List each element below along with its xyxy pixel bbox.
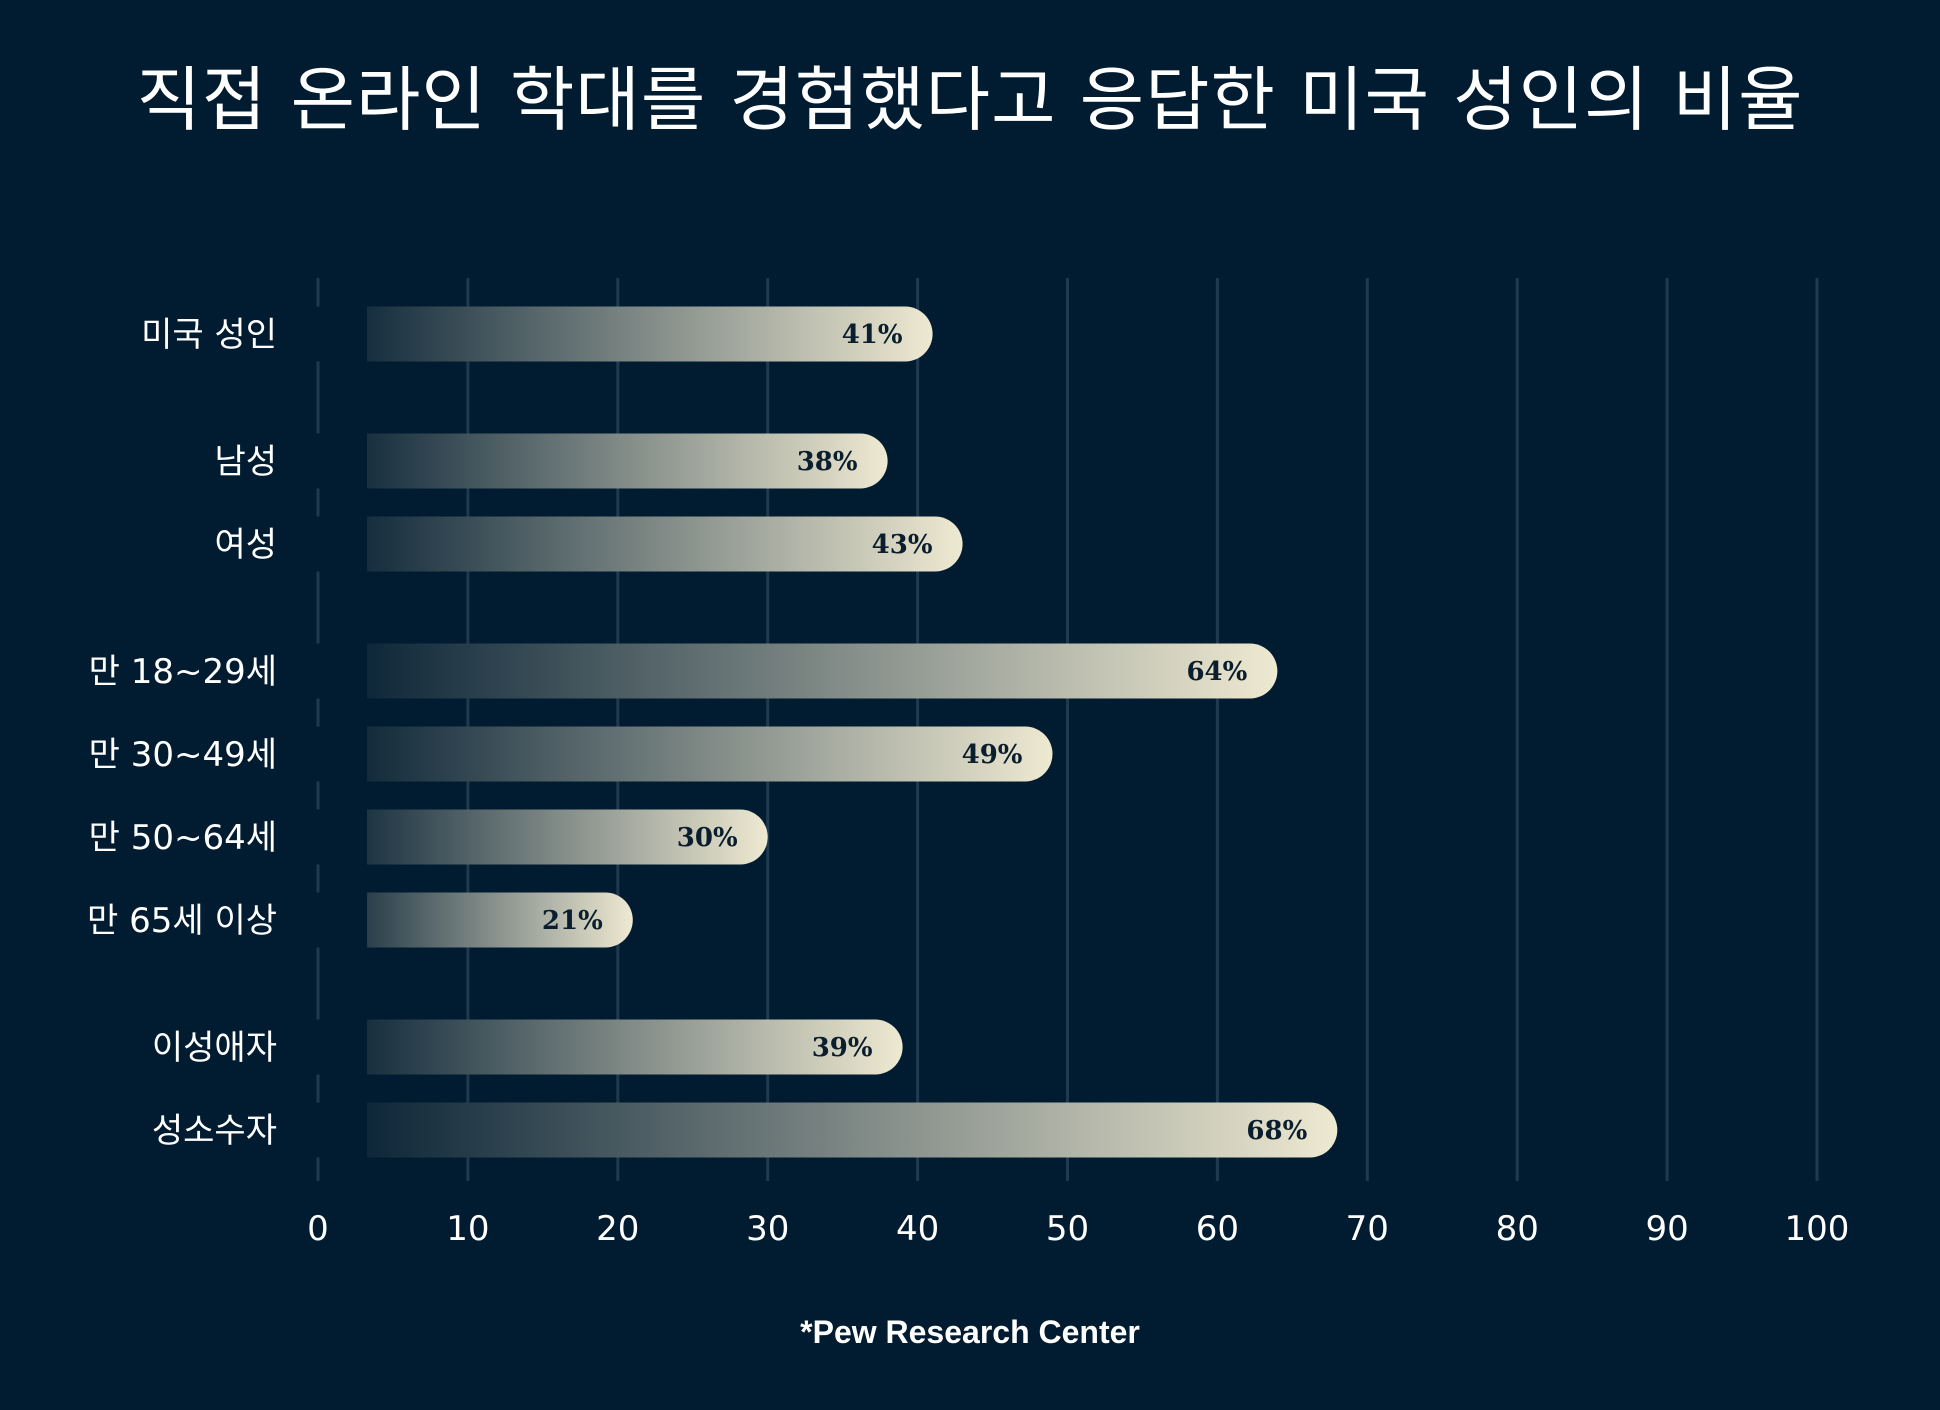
bar-left-edge <box>312 1102 367 1158</box>
bar-row: 30% 만 50~64세 <box>89 809 768 865</box>
x-tick-label: 90 <box>1645 1209 1688 1249</box>
bar-row: 39% 이성애자 <box>152 1019 903 1075</box>
x-tick-label: 60 <box>1196 1209 1239 1249</box>
value-label: 30% <box>677 823 738 853</box>
bar-row: 64% 만 18~29세 <box>89 643 1278 699</box>
bar <box>312 726 1053 782</box>
bar-row: 43% 여성 <box>214 516 963 572</box>
bar-left-edge <box>312 516 367 572</box>
chart-title: 직접 온라인 학대를 경험했다고 응답한 미국 성인의 비율 <box>136 59 1804 141</box>
x-tick-label: 30 <box>746 1209 789 1249</box>
source-note: *Pew Research Center <box>800 1314 1140 1350</box>
value-label: 38% <box>797 447 858 477</box>
value-label: 68% <box>1246 1116 1307 1146</box>
bar-row: 49% 만 30~49세 <box>89 726 1053 782</box>
x-tick-label: 80 <box>1496 1209 1539 1249</box>
bar-left-edge <box>312 1019 367 1075</box>
value-label: 49% <box>962 740 1023 770</box>
x-tick-label: 0 <box>307 1209 329 1249</box>
bar-row: 38% 남성 <box>214 433 888 489</box>
x-tick-label: 10 <box>446 1209 489 1249</box>
bar-chart: 41% 미국 성인 38% 남성 43% 여성 64% 만 18~29세 49% 만 30~49세… <box>87 278 1850 1249</box>
bar-row: 41% 미국 성인 <box>141 306 933 362</box>
category-label: 만 18~29세 <box>89 652 277 692</box>
category-label: 만 65세 이상 <box>87 901 277 941</box>
category-label: 미국 성인 <box>141 315 277 355</box>
bar-left-edge <box>312 433 367 489</box>
bar <box>312 306 933 362</box>
bar-row: 68% 성소수자 <box>152 1102 1338 1158</box>
bar <box>312 892 633 948</box>
x-tick-label: 70 <box>1346 1209 1389 1249</box>
bar-left-edge <box>312 892 367 948</box>
bar <box>312 643 1278 699</box>
value-label: 43% <box>872 530 933 560</box>
bar-left-edge <box>312 809 367 865</box>
bar <box>312 809 768 865</box>
value-label: 21% <box>542 906 603 936</box>
category-label: 남성 <box>214 442 277 482</box>
category-label: 만 30~49세 <box>89 735 277 775</box>
value-label: 41% <box>842 320 903 350</box>
x-tick-label: 100 <box>1785 1209 1850 1249</box>
category-label: 만 50~64세 <box>89 818 277 858</box>
category-label: 성소수자 <box>152 1111 277 1151</box>
bar <box>312 433 888 489</box>
bar-left-edge <box>312 726 367 782</box>
x-tick-label: 20 <box>596 1209 639 1249</box>
x-tick-label: 40 <box>896 1209 939 1249</box>
bar <box>312 1019 903 1075</box>
category-label: 여성 <box>214 525 277 565</box>
value-label: 39% <box>812 1033 873 1063</box>
bar-left-edge <box>312 643 367 699</box>
value-label: 64% <box>1186 657 1247 687</box>
x-tick-label: 50 <box>1046 1209 1089 1249</box>
category-label: 이성애자 <box>152 1028 277 1068</box>
bar-left-edge <box>312 306 367 362</box>
bar <box>312 516 963 572</box>
bar <box>312 1102 1338 1158</box>
bar-row: 21% 만 65세 이상 <box>87 892 633 948</box>
